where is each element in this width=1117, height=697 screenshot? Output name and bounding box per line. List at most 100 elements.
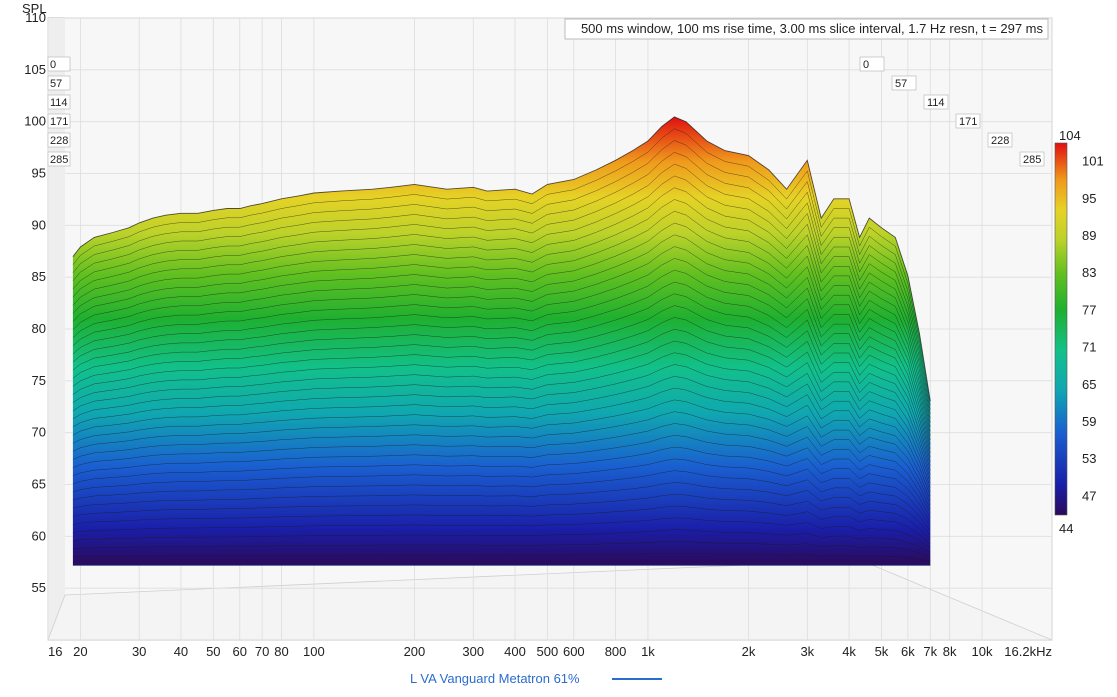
time-label-box bbox=[955, 113, 981, 129]
y-tick-label: 80 bbox=[32, 321, 46, 336]
colorbar-label: 44 bbox=[1059, 521, 1073, 536]
time-label-box bbox=[891, 75, 917, 91]
time-label-box bbox=[1019, 151, 1045, 167]
time-label-box bbox=[923, 94, 949, 110]
colorbar-label: 104 bbox=[1059, 128, 1081, 143]
decay-slice bbox=[72, 458, 931, 527]
decay-slice bbox=[72, 376, 931, 497]
y-tick-label: 85 bbox=[32, 269, 46, 284]
time-label-box bbox=[987, 132, 1013, 148]
decay-slice bbox=[72, 517, 931, 548]
y-tick-label: 90 bbox=[32, 217, 46, 232]
colorbar-label: 65 bbox=[1082, 377, 1096, 392]
colorbar-label: 59 bbox=[1082, 414, 1096, 429]
time-label-right: 114 bbox=[927, 97, 945, 109]
time-label-right: 285 bbox=[1023, 154, 1041, 166]
decay-slice bbox=[72, 387, 931, 501]
time-label-left: 0 bbox=[50, 59, 56, 71]
decay-slice bbox=[72, 258, 931, 453]
colorbar-label: 71 bbox=[1082, 340, 1096, 355]
time-label-left: 114 bbox=[50, 97, 68, 109]
time-label-right: 228 bbox=[991, 135, 1009, 147]
legend-item-label: L VA Vanguard Metatron 61% bbox=[410, 671, 580, 686]
time-label-box bbox=[47, 132, 71, 148]
decay-slice bbox=[72, 541, 931, 557]
decay-slice bbox=[72, 399, 931, 505]
x-tick-label: 400 bbox=[504, 644, 526, 659]
time-label-box bbox=[47, 75, 71, 91]
x-tick-label: 2k bbox=[742, 644, 756, 659]
time-label-box bbox=[859, 56, 885, 72]
time-axis-labels: 0 0 57 57 114 114 171 171 228 228 285 285 bbox=[47, 56, 1045, 167]
decay-slice bbox=[72, 187, 931, 428]
x-tick-label: 200 bbox=[404, 644, 426, 659]
y-tick-label: 110 bbox=[25, 10, 46, 25]
x-tick-label: 4k bbox=[842, 644, 856, 659]
decay-slice bbox=[72, 152, 931, 415]
decay-slice bbox=[72, 293, 931, 466]
x-tick-label: 5k bbox=[875, 644, 889, 659]
y-tick-label: 75 bbox=[32, 373, 46, 388]
time-label-box bbox=[47, 56, 71, 72]
decay-slice bbox=[72, 199, 931, 432]
decay-slice bbox=[72, 364, 931, 492]
decay-slice bbox=[72, 163, 931, 419]
decay-slice bbox=[72, 529, 931, 553]
time-label-left: 285 bbox=[50, 154, 68, 166]
decay-slice bbox=[72, 493, 931, 540]
y-tick-label: 65 bbox=[32, 477, 46, 492]
decay-slice bbox=[72, 140, 931, 410]
decay-slice bbox=[72, 505, 931, 544]
decay-slice bbox=[72, 446, 931, 523]
x-tick-label: 40 bbox=[174, 644, 188, 659]
legend[interactable]: L VA Vanguard Metatron 61% bbox=[410, 671, 662, 686]
y-axis-label: SPL bbox=[22, 1, 47, 16]
time-label-right: 0 bbox=[863, 59, 869, 71]
x-tick-label: 16 bbox=[48, 644, 62, 659]
time-label-box bbox=[47, 113, 71, 129]
decay-slice bbox=[72, 116, 931, 402]
x-tick-label: 50 bbox=[206, 644, 220, 659]
decay-slice bbox=[72, 423, 931, 514]
x-tick-label: 80 bbox=[274, 644, 288, 659]
x-tick-label: 16.2kHz bbox=[1004, 644, 1052, 659]
x-tick-label: 70 bbox=[255, 644, 269, 659]
decay-slice bbox=[72, 128, 931, 406]
x-tick-label: 3k bbox=[800, 644, 814, 659]
y-axis: 55 60 65 70 75 80 85 90 95 100 105 110 bbox=[24, 10, 46, 595]
waterfall-surface bbox=[72, 116, 931, 566]
decay-slice bbox=[72, 470, 931, 531]
y-tick-label: 105 bbox=[24, 62, 46, 77]
colorbar-label: 89 bbox=[1082, 228, 1096, 243]
time-label-left: 228 bbox=[50, 135, 68, 147]
x-tick-label: 1k bbox=[641, 644, 655, 659]
x-tick-label: 10k bbox=[972, 644, 993, 659]
x-tick-label: 8k bbox=[943, 644, 957, 659]
x-tick-label: 7k bbox=[923, 644, 937, 659]
colorbar-label: 95 bbox=[1082, 191, 1096, 206]
colorbar-label: 83 bbox=[1082, 265, 1096, 280]
decay-slice bbox=[72, 317, 931, 475]
x-tick-label: 600 bbox=[563, 644, 585, 659]
y-tick-label: 70 bbox=[32, 425, 46, 440]
time-label-right: 171 bbox=[959, 116, 977, 128]
y-tick-label: 60 bbox=[32, 528, 46, 543]
y-tick-label: 55 bbox=[32, 580, 46, 595]
decay-slice bbox=[72, 246, 931, 449]
x-tick-label: 100 bbox=[303, 644, 325, 659]
colorbar-label: 47 bbox=[1082, 488, 1096, 503]
decay-slice bbox=[72, 411, 931, 510]
decay-slice bbox=[72, 482, 931, 535]
x-tick-label: 6k bbox=[901, 644, 915, 659]
decay-slice bbox=[72, 352, 931, 488]
x-tick-label: 30 bbox=[132, 644, 146, 659]
time-label-left: 57 bbox=[50, 78, 62, 90]
colorbar-label: 101 bbox=[1082, 154, 1104, 169]
colorbar-label: 53 bbox=[1082, 451, 1096, 466]
x-tick-label: 300 bbox=[462, 644, 484, 659]
time-label-box bbox=[47, 94, 71, 110]
y-tick-label: 100 bbox=[24, 114, 46, 129]
decay-slice bbox=[72, 340, 931, 484]
